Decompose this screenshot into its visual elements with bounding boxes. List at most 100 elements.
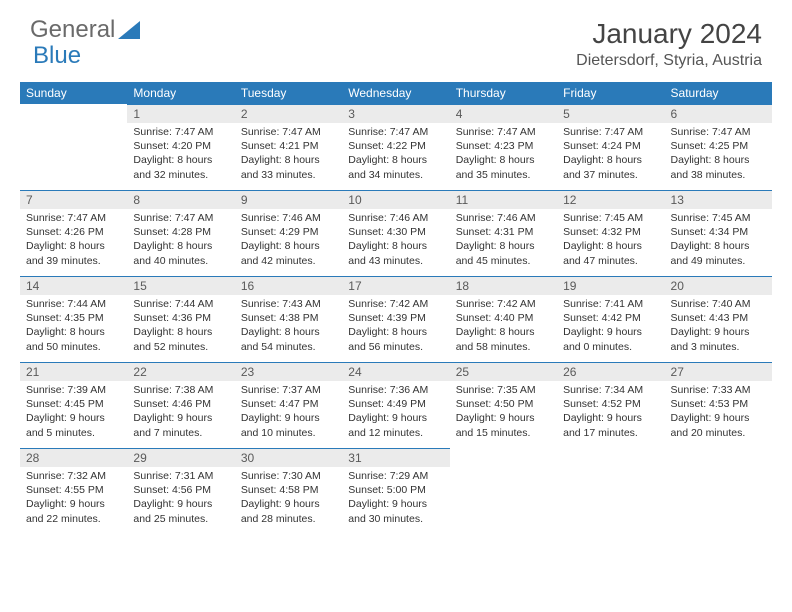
calendar-header-row: SundayMondayTuesdayWednesdayThursdayFrid… bbox=[20, 82, 772, 104]
calendar-cell: 22Sunrise: 7:38 AMSunset: 4:46 PMDayligh… bbox=[127, 362, 234, 448]
day-details: Sunrise: 7:46 AMSunset: 4:29 PMDaylight:… bbox=[235, 209, 342, 272]
day-details: Sunrise: 7:47 AMSunset: 4:24 PMDaylight:… bbox=[557, 123, 664, 186]
calendar-cell: 26Sunrise: 7:34 AMSunset: 4:52 PMDayligh… bbox=[557, 362, 664, 448]
day-details: Sunrise: 7:34 AMSunset: 4:52 PMDaylight:… bbox=[557, 381, 664, 444]
weekday-header: Friday bbox=[557, 82, 664, 104]
day-number: 31 bbox=[342, 448, 449, 467]
weekday-header: Wednesday bbox=[342, 82, 449, 104]
day-number: 7 bbox=[20, 190, 127, 209]
day-details: Sunrise: 7:44 AMSunset: 4:35 PMDaylight:… bbox=[20, 295, 127, 358]
calendar-cell: 24Sunrise: 7:36 AMSunset: 4:49 PMDayligh… bbox=[342, 362, 449, 448]
calendar-cell: 2Sunrise: 7:47 AMSunset: 4:21 PMDaylight… bbox=[235, 104, 342, 190]
day-number: 19 bbox=[557, 276, 664, 295]
day-details: Sunrise: 7:47 AMSunset: 4:26 PMDaylight:… bbox=[20, 209, 127, 272]
day-number: 9 bbox=[235, 190, 342, 209]
location: Dietersdorf, Styria, Austria bbox=[576, 52, 762, 70]
day-details: Sunrise: 7:32 AMSunset: 4:55 PMDaylight:… bbox=[20, 467, 127, 530]
day-number: 26 bbox=[557, 362, 664, 381]
header: General January 2024 Dietersdorf, Styria… bbox=[0, 0, 792, 78]
day-details: Sunrise: 7:40 AMSunset: 4:43 PMDaylight:… bbox=[665, 295, 772, 358]
logo-text-1: General bbox=[30, 18, 115, 42]
day-details: Sunrise: 7:47 AMSunset: 4:25 PMDaylight:… bbox=[665, 123, 772, 186]
calendar-cell: 12Sunrise: 7:45 AMSunset: 4:32 PMDayligh… bbox=[557, 190, 664, 276]
day-details: Sunrise: 7:47 AMSunset: 4:23 PMDaylight:… bbox=[450, 123, 557, 186]
weekday-header: Saturday bbox=[665, 82, 772, 104]
day-number: 11 bbox=[450, 190, 557, 209]
day-details: Sunrise: 7:41 AMSunset: 4:42 PMDaylight:… bbox=[557, 295, 664, 358]
calendar-cell: 5Sunrise: 7:47 AMSunset: 4:24 PMDaylight… bbox=[557, 104, 664, 190]
calendar-cell: 19Sunrise: 7:41 AMSunset: 4:42 PMDayligh… bbox=[557, 276, 664, 362]
day-details: Sunrise: 7:38 AMSunset: 4:46 PMDaylight:… bbox=[127, 381, 234, 444]
calendar-cell: 3Sunrise: 7:47 AMSunset: 4:22 PMDaylight… bbox=[342, 104, 449, 190]
calendar-body: 1Sunrise: 7:47 AMSunset: 4:20 PMDaylight… bbox=[20, 104, 772, 534]
calendar-cell: 11Sunrise: 7:46 AMSunset: 4:31 PMDayligh… bbox=[450, 190, 557, 276]
day-number: 22 bbox=[127, 362, 234, 381]
calendar-cell: 7Sunrise: 7:47 AMSunset: 4:26 PMDaylight… bbox=[20, 190, 127, 276]
calendar-cell: 23Sunrise: 7:37 AMSunset: 4:47 PMDayligh… bbox=[235, 362, 342, 448]
logo-text-2: Blue bbox=[33, 42, 81, 70]
day-number: 25 bbox=[450, 362, 557, 381]
calendar-cell: 15Sunrise: 7:44 AMSunset: 4:36 PMDayligh… bbox=[127, 276, 234, 362]
calendar-cell bbox=[450, 448, 557, 534]
calendar-cell: 28Sunrise: 7:32 AMSunset: 4:55 PMDayligh… bbox=[20, 448, 127, 534]
day-number: 18 bbox=[450, 276, 557, 295]
day-number: 14 bbox=[20, 276, 127, 295]
calendar-cell: 27Sunrise: 7:33 AMSunset: 4:53 PMDayligh… bbox=[665, 362, 772, 448]
day-details: Sunrise: 7:29 AMSunset: 5:00 PMDaylight:… bbox=[342, 467, 449, 530]
day-number: 5 bbox=[557, 104, 664, 123]
calendar-cell: 16Sunrise: 7:43 AMSunset: 4:38 PMDayligh… bbox=[235, 276, 342, 362]
day-number: 29 bbox=[127, 448, 234, 467]
day-details: Sunrise: 7:47 AMSunset: 4:28 PMDaylight:… bbox=[127, 209, 234, 272]
day-number: 15 bbox=[127, 276, 234, 295]
calendar-cell: 6Sunrise: 7:47 AMSunset: 4:25 PMDaylight… bbox=[665, 104, 772, 190]
weekday-header: Thursday bbox=[450, 82, 557, 104]
day-number: 23 bbox=[235, 362, 342, 381]
calendar-cell: 9Sunrise: 7:46 AMSunset: 4:29 PMDaylight… bbox=[235, 190, 342, 276]
day-details: Sunrise: 7:47 AMSunset: 4:21 PMDaylight:… bbox=[235, 123, 342, 186]
calendar-cell: 10Sunrise: 7:46 AMSunset: 4:30 PMDayligh… bbox=[342, 190, 449, 276]
day-number: 21 bbox=[20, 362, 127, 381]
day-details: Sunrise: 7:42 AMSunset: 4:40 PMDaylight:… bbox=[450, 295, 557, 358]
calendar-week-row: 1Sunrise: 7:47 AMSunset: 4:20 PMDaylight… bbox=[20, 104, 772, 190]
day-details: Sunrise: 7:47 AMSunset: 4:20 PMDaylight:… bbox=[127, 123, 234, 186]
day-number: 24 bbox=[342, 362, 449, 381]
day-details: Sunrise: 7:33 AMSunset: 4:53 PMDaylight:… bbox=[665, 381, 772, 444]
calendar-table: SundayMondayTuesdayWednesdayThursdayFrid… bbox=[20, 82, 772, 534]
day-number: 12 bbox=[557, 190, 664, 209]
weekday-header: Monday bbox=[127, 82, 234, 104]
calendar-cell: 8Sunrise: 7:47 AMSunset: 4:28 PMDaylight… bbox=[127, 190, 234, 276]
calendar-cell: 25Sunrise: 7:35 AMSunset: 4:50 PMDayligh… bbox=[450, 362, 557, 448]
calendar-cell: 13Sunrise: 7:45 AMSunset: 4:34 PMDayligh… bbox=[665, 190, 772, 276]
calendar-week-row: 14Sunrise: 7:44 AMSunset: 4:35 PMDayligh… bbox=[20, 276, 772, 362]
day-details: Sunrise: 7:43 AMSunset: 4:38 PMDaylight:… bbox=[235, 295, 342, 358]
month-title: January 2024 bbox=[576, 18, 762, 50]
calendar-cell: 4Sunrise: 7:47 AMSunset: 4:23 PMDaylight… bbox=[450, 104, 557, 190]
day-details: Sunrise: 7:46 AMSunset: 4:30 PMDaylight:… bbox=[342, 209, 449, 272]
title-block: January 2024 Dietersdorf, Styria, Austri… bbox=[576, 18, 762, 70]
day-number: 16 bbox=[235, 276, 342, 295]
day-number: 2 bbox=[235, 104, 342, 123]
day-number: 17 bbox=[342, 276, 449, 295]
day-number: 28 bbox=[20, 448, 127, 467]
calendar-cell: 14Sunrise: 7:44 AMSunset: 4:35 PMDayligh… bbox=[20, 276, 127, 362]
day-details: Sunrise: 7:35 AMSunset: 4:50 PMDaylight:… bbox=[450, 381, 557, 444]
calendar-week-row: 21Sunrise: 7:39 AMSunset: 4:45 PMDayligh… bbox=[20, 362, 772, 448]
calendar-cell: 31Sunrise: 7:29 AMSunset: 5:00 PMDayligh… bbox=[342, 448, 449, 534]
logo-triangle-icon bbox=[118, 21, 140, 39]
day-number: 30 bbox=[235, 448, 342, 467]
day-details: Sunrise: 7:46 AMSunset: 4:31 PMDaylight:… bbox=[450, 209, 557, 272]
day-details: Sunrise: 7:39 AMSunset: 4:45 PMDaylight:… bbox=[20, 381, 127, 444]
calendar-week-row: 28Sunrise: 7:32 AMSunset: 4:55 PMDayligh… bbox=[20, 448, 772, 534]
calendar-cell: 29Sunrise: 7:31 AMSunset: 4:56 PMDayligh… bbox=[127, 448, 234, 534]
weekday-header: Tuesday bbox=[235, 82, 342, 104]
calendar-cell: 20Sunrise: 7:40 AMSunset: 4:43 PMDayligh… bbox=[665, 276, 772, 362]
calendar-cell bbox=[20, 104, 127, 190]
day-number: 4 bbox=[450, 104, 557, 123]
calendar-cell bbox=[665, 448, 772, 534]
day-number: 8 bbox=[127, 190, 234, 209]
calendar-cell: 18Sunrise: 7:42 AMSunset: 4:40 PMDayligh… bbox=[450, 276, 557, 362]
logo: General bbox=[30, 18, 140, 42]
calendar-cell: 1Sunrise: 7:47 AMSunset: 4:20 PMDaylight… bbox=[127, 104, 234, 190]
day-number: 6 bbox=[665, 104, 772, 123]
day-details: Sunrise: 7:47 AMSunset: 4:22 PMDaylight:… bbox=[342, 123, 449, 186]
